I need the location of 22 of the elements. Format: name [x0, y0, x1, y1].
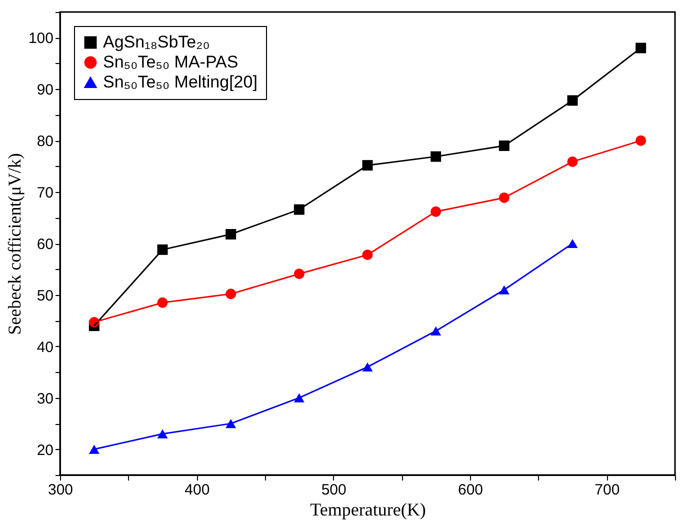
- y-tick-label: 30: [36, 390, 54, 408]
- x-tick-label: 300: [48, 482, 74, 498]
- x-tick-label: 500: [321, 482, 346, 498]
- x-tick-label: 700: [594, 482, 620, 498]
- y-tick-label: 60: [36, 236, 54, 253]
- y-tick-label: 80: [36, 133, 54, 150]
- legend-label: Sn₅₀Te₅₀ Melting[20]: [103, 72, 258, 92]
- legend-label: Sn₅₀Te₅₀ MA-PAS: [103, 52, 238, 72]
- point: [636, 135, 646, 146]
- y-tick-label: 90: [36, 82, 54, 99]
- y-tick-label: 100: [28, 30, 54, 48]
- x-tick-label: 600: [458, 482, 484, 498]
- x-axis-title: Temperature(K): [310, 500, 426, 520]
- y-axis-title: Seebeck cofficient(μV/k): [4, 153, 24, 335]
- y-tick-label: 50: [36, 287, 54, 304]
- y-tick-label: 40: [36, 338, 54, 356]
- point: [88, 444, 100, 454]
- y-tick-label: 70: [36, 184, 54, 202]
- legend-label: AgSn₁₈SbTe₂₀: [103, 32, 210, 52]
- x-tick-label: 400: [184, 482, 210, 498]
- point: [636, 42, 646, 54]
- y-tick-label: 20: [36, 442, 54, 459]
